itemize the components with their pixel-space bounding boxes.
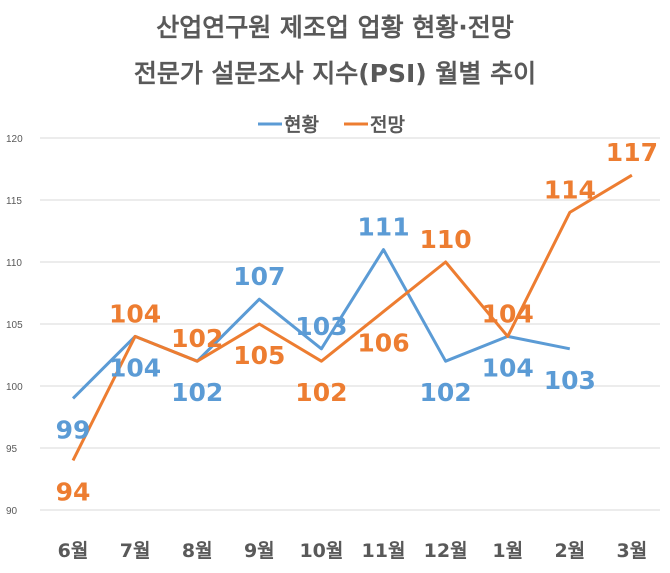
x-tick-label: 3월: [617, 540, 648, 562]
y-tick-label: 95: [6, 444, 18, 455]
x-tick-label: 12월: [424, 540, 468, 562]
data-label: 103: [544, 366, 596, 395]
data-label: 102: [295, 378, 347, 407]
data-label: 102: [171, 324, 223, 353]
data-label: 104: [109, 353, 161, 382]
x-tick-label: 1월: [492, 540, 523, 562]
data-label: 102: [171, 378, 223, 407]
x-tick-label: 11월: [362, 540, 406, 562]
data-label: 114: [544, 175, 596, 204]
data-label: 103: [295, 312, 347, 341]
data-label: 110: [420, 225, 472, 254]
data-label: 105: [233, 341, 285, 370]
legend-label-current: 현황: [284, 113, 319, 136]
data-label: 94: [56, 477, 91, 506]
y-tick-label: 105: [6, 320, 23, 331]
y-tick-label: 100: [6, 382, 23, 393]
x-tick-label: 2월: [554, 540, 585, 562]
y-tick-label: 90: [6, 506, 18, 517]
x-tick-label: 9월: [244, 540, 275, 562]
data-label: 111: [357, 213, 409, 242]
data-label: 104: [482, 299, 534, 328]
data-label: 104: [482, 353, 534, 382]
chart-title-line1: 산업연구원 제조업 업황 현황·전망: [156, 13, 514, 42]
y-tick-label: 120: [6, 134, 23, 145]
legend-label-outlook: 전망: [370, 114, 405, 136]
chart-title-line2: 전문가 설문조사 지수(PSI) 월별 추이: [134, 59, 536, 88]
data-label: 102: [420, 378, 472, 407]
data-label: 99: [56, 415, 91, 444]
x-tick-label: 6월: [58, 540, 89, 562]
x-tick-label: 7월: [120, 540, 151, 562]
data-label: 117: [606, 138, 658, 167]
legend: 현황 전망: [258, 113, 405, 136]
data-label: 106: [357, 329, 409, 358]
x-tick-label: 10월: [299, 540, 343, 562]
data-label: 104: [109, 299, 161, 328]
y-tick-label: 115: [6, 196, 22, 207]
x-tick-label: 8월: [182, 540, 213, 562]
data-label: 107: [233, 262, 285, 291]
y-tick-label: 110: [6, 258, 22, 269]
series-line-outlook: [71, 173, 633, 462]
